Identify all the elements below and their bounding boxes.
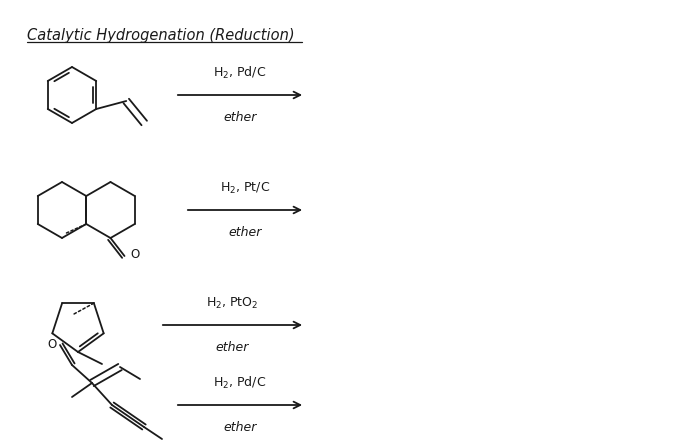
Text: O: O	[130, 248, 140, 260]
Text: ether: ether	[228, 226, 262, 239]
Text: H$_2$, Pd/C: H$_2$, Pd/C	[214, 375, 267, 391]
Text: Catalytic Hydrogenation (Reduction): Catalytic Hydrogenation (Reduction)	[27, 28, 295, 43]
Text: H$_2$, Pd/C: H$_2$, Pd/C	[214, 65, 267, 81]
Text: ether: ether	[216, 341, 248, 354]
Text: H$_2$, PtO$_2$: H$_2$, PtO$_2$	[206, 296, 258, 311]
Text: H$_2$, Pt/C: H$_2$, Pt/C	[220, 181, 270, 196]
Text: ether: ether	[223, 111, 257, 124]
Text: O: O	[48, 339, 57, 351]
Text: ether: ether	[223, 421, 257, 434]
